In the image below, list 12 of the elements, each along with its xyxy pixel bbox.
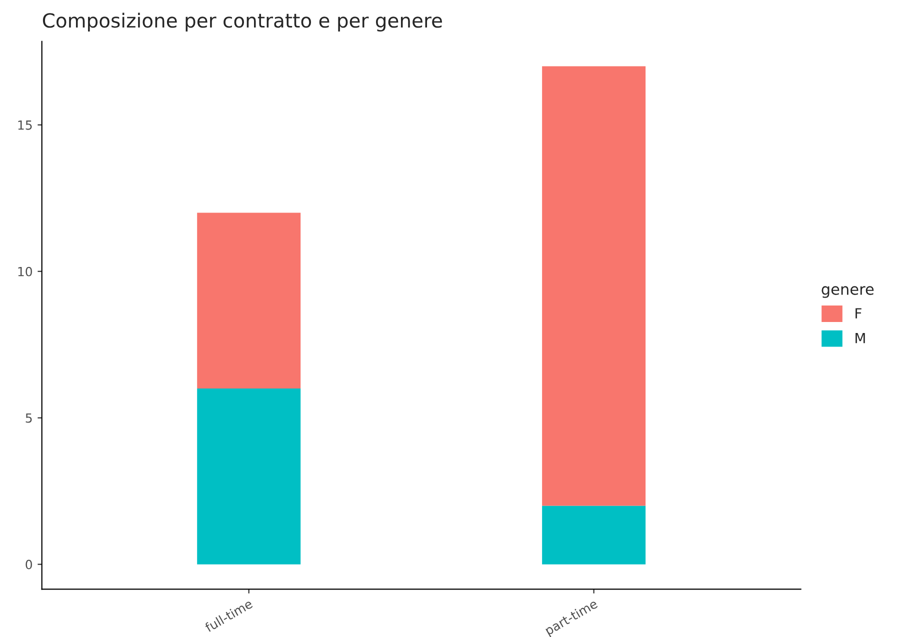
- legend-label: F: [856, 308, 862, 318]
- bar: [542, 66, 646, 506]
- legend-title: genere: [822, 286, 874, 298]
- bar: [542, 506, 646, 564]
- y-tick-label: 5: [26, 413, 32, 423]
- legend-label: M: [856, 333, 865, 344]
- bar: [197, 388, 301, 564]
- chart-title: Composizione per contratto e per genere: [42, 12, 442, 32]
- y-tick-label: 10: [18, 266, 32, 276]
- bar: [197, 212, 301, 389]
- y-tick-label: 15: [18, 120, 32, 130]
- y-tick-label: 0: [26, 560, 32, 570]
